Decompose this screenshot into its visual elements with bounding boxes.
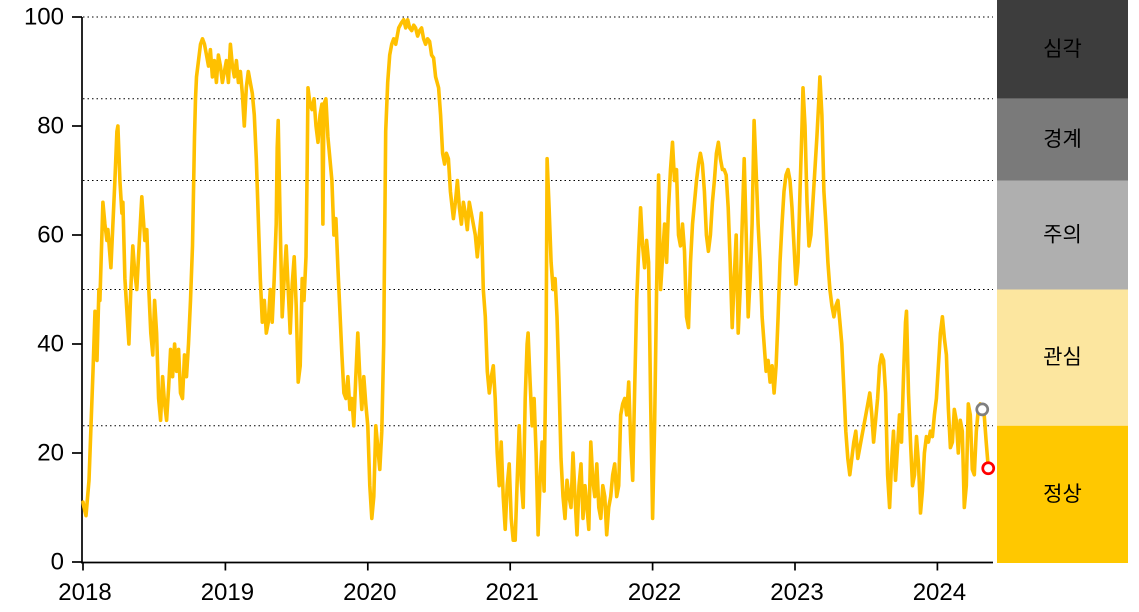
zone-band-1: [997, 98, 1128, 181]
y-tick-label-20: 20: [37, 440, 64, 467]
x-tick-label-2023: 2023: [770, 579, 823, 606]
x-tick-label-2020: 2020: [343, 579, 396, 606]
zone-label-2: 주의: [1043, 224, 1082, 247]
y-tick-label-100: 100: [24, 4, 64, 31]
forecast-point-marker: [981, 461, 996, 476]
zone-label-1: 경계: [1043, 128, 1082, 151]
x-tick-label-2022: 2022: [628, 579, 681, 606]
zone-label-3: 관심: [1043, 346, 1082, 369]
zone-label-4: 정상: [1043, 483, 1082, 506]
latest-point-marker: [975, 402, 990, 417]
y-tick-label-40: 40: [37, 331, 64, 358]
x-tick-label-2024: 2024: [913, 579, 966, 606]
zone-band-2: [997, 180, 1128, 290]
x-tick-label-2018: 2018: [58, 579, 111, 606]
x-tick-label-2019: 2019: [201, 579, 254, 606]
x-tick-label-2021: 2021: [486, 579, 539, 606]
zone-label-0: 심각: [1043, 38, 1082, 61]
zone-band-4: [997, 425, 1128, 563]
y-tick-label-80: 80: [37, 113, 64, 140]
zone-band-0: [997, 0, 1128, 99]
y-tick-label-60: 60: [37, 222, 64, 249]
zone-band-3: [997, 289, 1128, 426]
y-tick-label-0: 0: [51, 549, 64, 576]
stress-index-line: [81, 17, 990, 542]
